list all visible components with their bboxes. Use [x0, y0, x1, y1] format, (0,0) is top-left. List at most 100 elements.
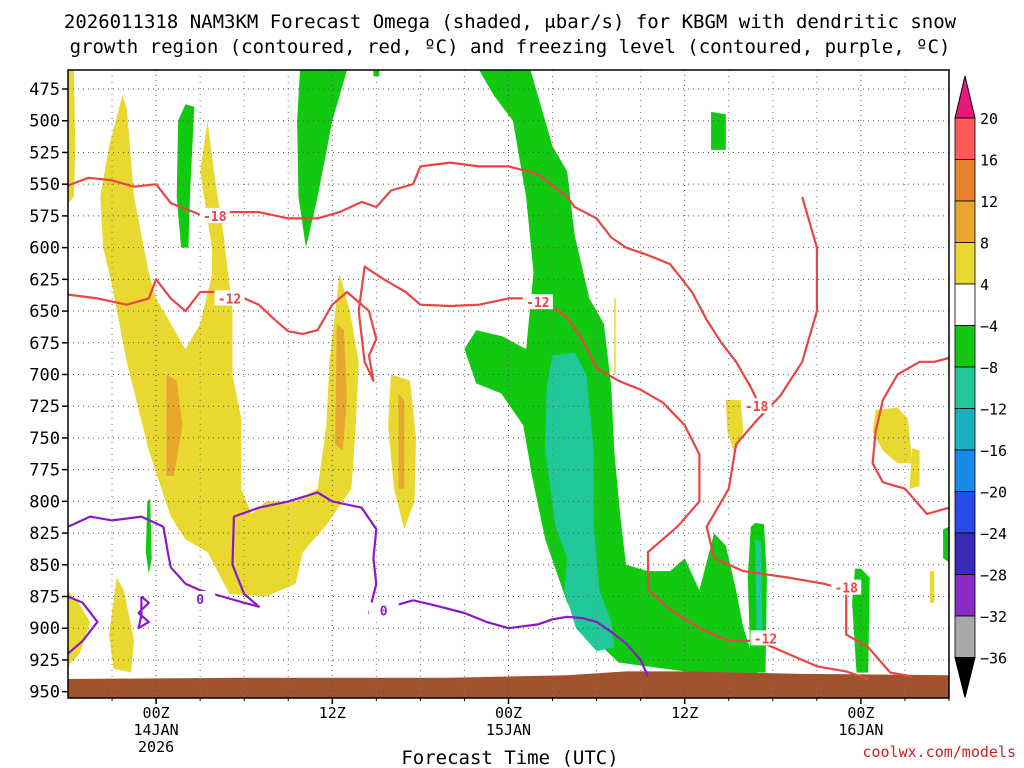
shaded-region-descent-49z [872, 407, 913, 464]
y-tick-label-475: 475 [29, 80, 60, 100]
colorbar-swatch-7 [954, 408, 976, 451]
y-tick-label-700: 700 [29, 365, 60, 385]
colorbar-label-13: −36 [980, 650, 1007, 668]
shaded-region-descent-left-main [100, 95, 359, 597]
shaded-region-ascent-main [464, 70, 759, 676]
shaded-region-descent-core-18z [398, 393, 405, 489]
shaded-region-ascent-small-left [145, 498, 152, 574]
colorbar-label-12: −32 [980, 608, 1007, 626]
shaded-region-descent-left-small [109, 577, 135, 673]
colorbar-swatch-11 [954, 574, 976, 617]
colorbar-swatch-4 [954, 283, 976, 326]
contour-freezing-level-hook [137, 595, 150, 630]
y-tick-label-925: 925 [29, 651, 60, 671]
y-tick-label-575: 575 [29, 207, 60, 227]
shaded-region-ascent-small-15z [373, 70, 380, 77]
colorbar-swatch-0 [954, 117, 976, 160]
contour-label-bg [522, 294, 553, 310]
contour-labels: -18 -12 -12 -18 -18 -12 0 0 [185, 207, 862, 647]
x-tick-label-36-1: 12Z [671, 704, 698, 722]
x-tick-label-24-1: 00Z [495, 704, 522, 722]
contour-dgz-minus18-lower [871, 356, 950, 516]
y-tick-label-775: 775 [29, 461, 60, 481]
colorbar-label-7: −12 [980, 401, 1007, 419]
label-minus18-a: -18 [203, 210, 227, 225]
y-tick-label-650: 650 [29, 302, 60, 322]
label-minus18-c: -18 [834, 582, 858, 597]
colorbar-label-6: −8 [980, 359, 998, 377]
contour-label-bg [368, 602, 399, 618]
shaded-region-ascent-strip-36z [711, 111, 726, 150]
shaded-region-ascent-small-53z [943, 526, 949, 563]
y-tick-label-725: 725 [29, 397, 60, 417]
y-tick-label-900: 900 [29, 619, 60, 639]
y-tick-label-500: 500 [29, 112, 60, 132]
chart-title-line2: growth region (contoured, red, ºC) and f… [70, 36, 951, 58]
colorbar-label-2: 12 [980, 193, 998, 211]
label-minus12-c: -12 [754, 632, 777, 647]
shaded-region-ascent-band-left [176, 104, 195, 248]
colorbar-label-5: −4 [980, 318, 998, 336]
colorbar-swatch-5 [954, 325, 976, 368]
shaded-region-ascent-strong-core [545, 352, 615, 652]
y-tick-label-600: 600 [29, 239, 60, 259]
label-minus12-a: -12 [218, 292, 241, 307]
y-tick-label-675: 675 [29, 334, 60, 354]
shaded-region-ascent-strong-42z [755, 539, 763, 635]
shaded-region-descent-53z [929, 571, 935, 603]
colorbar-label-9: −20 [980, 484, 1007, 502]
colorbar: 20 16 12 8 4 −4 −8 −12 −16 −20 −24 −28 −32 −36 [954, 75, 1007, 698]
x-tick-label-48-2: 16JAN [838, 721, 883, 739]
colorbar-label-11: −28 [980, 567, 1007, 585]
x-tick-label-0-3: 2026 [138, 738, 174, 756]
x-tick-label-48-1: 00Z [847, 704, 874, 722]
contour-freezing-level-left [67, 491, 650, 677]
contour-label-bg [741, 398, 772, 414]
x-tick-label-24-2: 15JAN [486, 721, 531, 739]
colorbar-swatch-10 [954, 532, 976, 575]
contour-dgz-minus12-lower [705, 196, 913, 678]
y-tick-label-550: 550 [29, 175, 60, 195]
x-axis-label: Forecast Time (UTC) [401, 747, 618, 768]
watermark: coolwx.com/models [862, 743, 1016, 761]
colorbar-swatch-1 [954, 159, 976, 202]
contour-freezing-level-small [67, 595, 99, 655]
colorbar-swatch-2 [954, 200, 976, 243]
colorbar-label-1: 16 [980, 152, 998, 170]
colorbar-swatch-12 [954, 615, 976, 658]
contour-label-bg [214, 290, 245, 306]
shaded-region-descent-core-left [166, 374, 183, 476]
contour-label-bg [750, 630, 781, 646]
contour-dgz-minus18-upper [67, 161, 760, 411]
shaded-region-descent-52z [909, 448, 920, 489]
shaded-region-descent-strip-31z [614, 298, 616, 375]
pressure-axis: 475 500 525 550 575 600 625 650 675 700 725 750 775 8… [29, 80, 68, 703]
colorbar-label-3: 8 [980, 235, 989, 253]
colorbar-swatch-9 [954, 491, 976, 534]
colorbar-swatch-6 [954, 366, 976, 409]
label-minus12-b: -12 [526, 296, 549, 311]
colorbar-swatch-8 [954, 449, 976, 492]
colorbar-bottom-arrow [954, 657, 976, 698]
colorbar-label-4: 4 [980, 276, 989, 294]
colorbar-top-arrow [954, 75, 976, 119]
y-tick-label-850: 850 [29, 556, 60, 576]
x-tick-label-12-1: 12Z [319, 704, 346, 722]
x-tick-label-0-1: 00Z [143, 704, 170, 722]
shaded-region-ascent-column-12z [297, 70, 347, 248]
label-zero-a: 0 [196, 593, 204, 608]
shaded-region-descent-core-12z [335, 323, 347, 451]
shaded-region-descent-left-edge [68, 70, 76, 204]
plot-area: -18 -12 -12 -18 -18 -12 0 0 [67, 69, 950, 699]
y-tick-label-825: 825 [29, 524, 60, 544]
x-tick-label-0-2: 14JAN [134, 721, 179, 739]
contour-label-bg [199, 207, 230, 223]
chart-title-line1: 2026011318 NAM3KM Forecast Omega (shaded… [64, 11, 957, 33]
y-tick-label-625: 625 [29, 270, 60, 290]
colorbar-label-0: 20 [980, 110, 998, 128]
colorbar-label-10: −24 [980, 525, 1007, 543]
label-minus18-b: -18 [745, 400, 769, 415]
y-tick-label-950: 950 [29, 683, 60, 703]
